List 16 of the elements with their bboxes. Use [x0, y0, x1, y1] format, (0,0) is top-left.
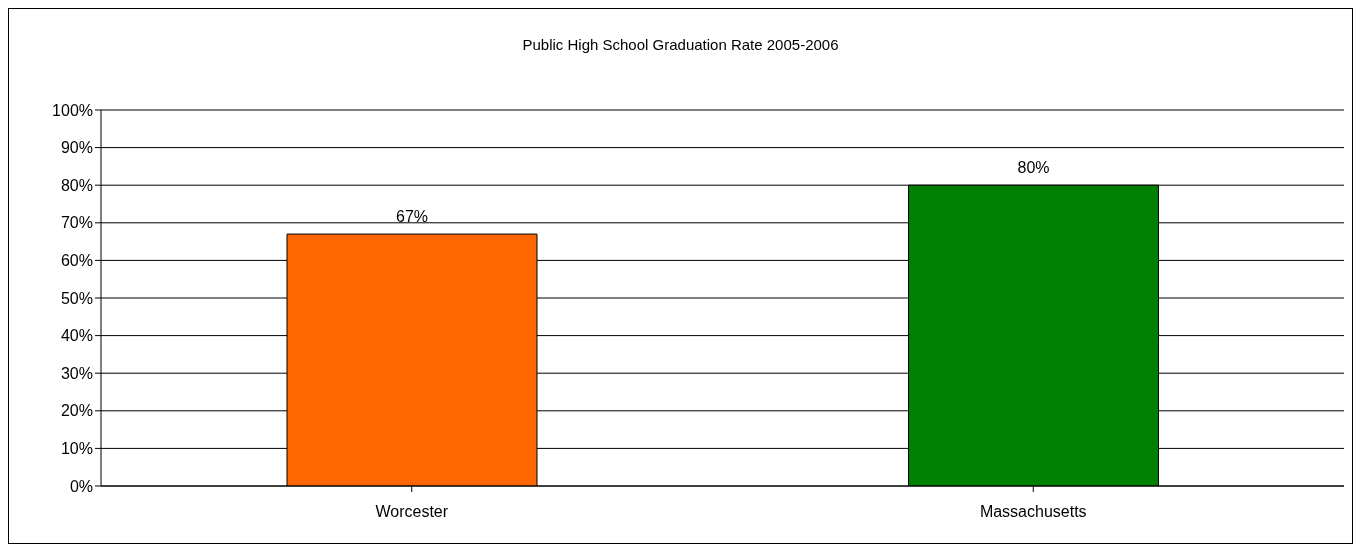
y-tick-label: 90%	[60, 139, 93, 157]
y-tick-label: 80%	[60, 176, 93, 194]
data-label: 80%	[1017, 159, 1050, 177]
x-tick-label: Massachusetts	[979, 503, 1087, 521]
y-tick-label: 0%	[69, 477, 93, 495]
y-tick-label: 100%	[52, 101, 93, 119]
y-tick-label: 20%	[60, 402, 93, 420]
y-tick-label: 70%	[60, 214, 93, 232]
y-tick-label: 40%	[60, 327, 93, 345]
chart-title: Public High School Graduation Rate 2005-2006	[521, 36, 840, 53]
y-tick-label: 60%	[60, 252, 93, 270]
x-tick-label: Worcester	[375, 503, 449, 521]
data-label: 67%	[395, 208, 429, 226]
y-tick-label: 50%	[60, 289, 93, 307]
y-tick-label: 30%	[60, 364, 93, 382]
y-tick-label: 10%	[60, 440, 93, 458]
